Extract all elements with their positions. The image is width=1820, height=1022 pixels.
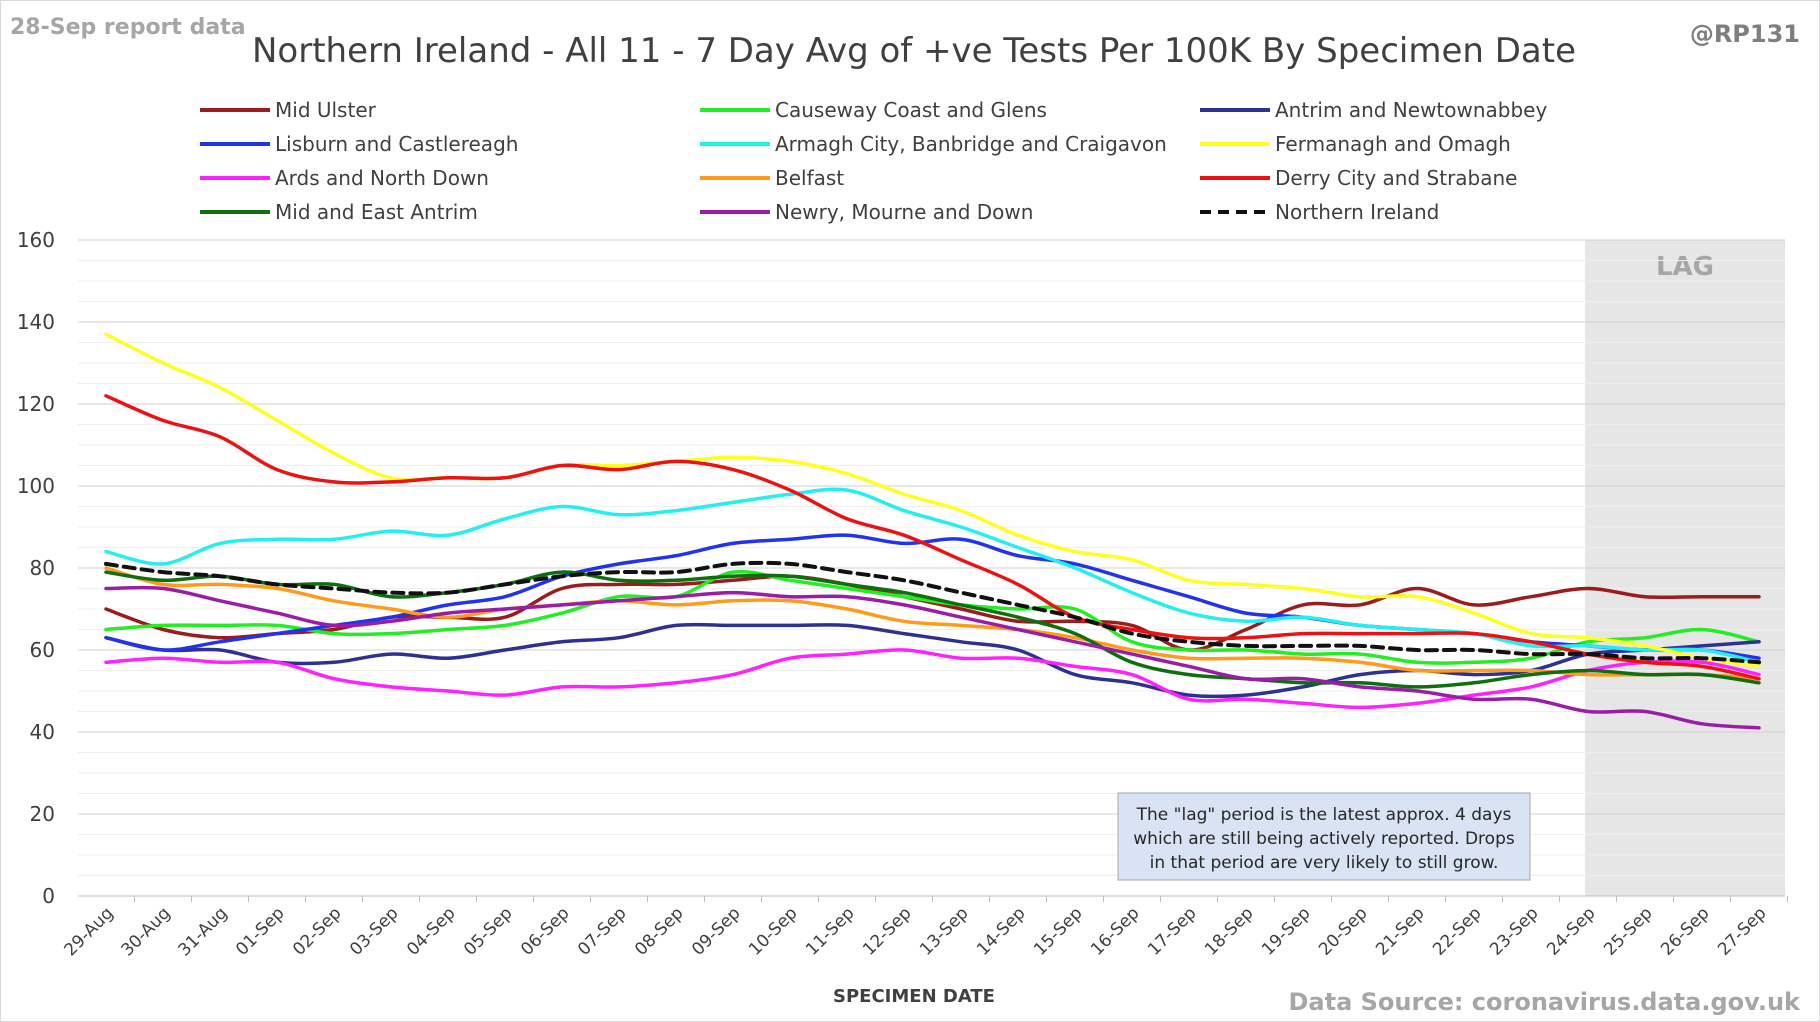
legend-label-newry-mourne-and-down: Newry, Mourne and Down	[775, 200, 1033, 224]
chart-title: Northern Ireland - All 11 - 7 Day Avg of…	[252, 31, 1576, 71]
author-handle: @RP131	[1690, 20, 1800, 48]
series-line-newry-mourne-and-down	[104, 585, 1761, 730]
y-tick-label: 80	[30, 556, 55, 580]
legend-label-derry-city-and-strabane: Derry City and Strabane	[1275, 166, 1517, 190]
x-axis-label: SPECIMEN DATE	[833, 986, 995, 1007]
series-line-fermanagh-and-omagh	[104, 332, 1761, 669]
legend-label-ards-and-north-down: Ards and North Down	[275, 166, 489, 190]
y-tick-label: 20	[30, 802, 55, 826]
series-line-antrim-and-newtownabbey	[104, 622, 1761, 699]
y-tick-label: 60	[30, 638, 55, 662]
series-line-causeway-coast-and-glens	[104, 569, 1761, 665]
data-source: Data Source: coronavirus.data.gov.uk	[1289, 988, 1802, 1016]
series-line-belfast	[104, 566, 1761, 681]
y-tick-label: 40	[30, 720, 55, 744]
lag-note-line-1: The "lag" period is the latest approx. 4…	[1136, 805, 1512, 825]
y-tick-label: 140	[17, 310, 55, 334]
legend-label-belfast: Belfast	[775, 166, 844, 190]
legend-label-lisburn-and-castlereagh: Lisburn and Castlereagh	[275, 132, 518, 156]
legend-label-causeway-coast-and-glens: Causeway Coast and Glens	[775, 98, 1047, 122]
lag-note-line-2: which are still being actively reported.…	[1133, 829, 1515, 849]
y-tick-label: 100	[17, 474, 55, 498]
legend-label-fermanagh-and-omagh: Fermanagh and Omagh	[1275, 132, 1511, 156]
lag-note-background	[1117, 792, 1531, 881]
y-tick-label: 160	[17, 228, 55, 252]
series-line-derry-city-and-strabane	[104, 394, 1761, 681]
lag-note-box: The "lag" period is the latest approx. 4…	[1117, 792, 1531, 881]
y-tick-label: 0	[42, 884, 55, 908]
legend-label-armagh-city-banbridge-and-craigavon: Armagh City, Banbridge and Craigavon	[775, 132, 1167, 156]
series-line-mid-and-east-antrim	[104, 570, 1761, 689]
legend-label-northern-ireland: Northern Ireland	[1275, 200, 1439, 224]
legend-label-mid-ulster: Mid Ulster	[275, 98, 377, 122]
legend-label-antrim-and-newtownabbey: Antrim and Newtownabbey	[1275, 98, 1547, 122]
y-tick-label: 120	[17, 392, 55, 416]
legend-label-mid-and-east-antrim: Mid and East Antrim	[275, 200, 478, 224]
lag-label: LAG	[1656, 252, 1714, 282]
series-line-northern-ireland	[104, 560, 1761, 665]
series-line-ards-and-north-down	[104, 648, 1761, 710]
lag-note-line-3: in that period are very likely to still …	[1150, 853, 1499, 873]
report-date-label: 28-Sep report data	[10, 15, 246, 40]
